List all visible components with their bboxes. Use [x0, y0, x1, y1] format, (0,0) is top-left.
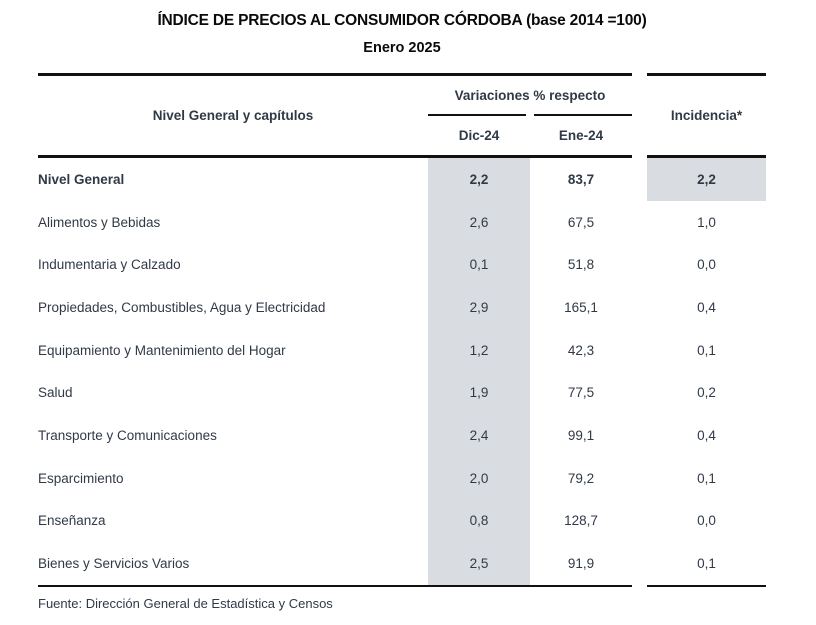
row-label: Propiedades, Combustibles, Agua y Electr…	[38, 299, 326, 315]
dic24-value: 2,6	[428, 200, 530, 244]
dic24-value: 2,0	[428, 456, 530, 500]
column-header-incidencia: Incidencia*	[647, 73, 766, 158]
variations-header-group: Variaciones % respecto Dic-24 Ene-24	[428, 76, 632, 155]
row-label: Nivel General	[38, 171, 125, 187]
dic24-value: 1,2	[428, 328, 530, 372]
table-row: Alimentos y Bebidas 2,6 67,5	[38, 200, 632, 244]
ene24-value: 51,8	[567, 257, 595, 273]
variations-group-label: Variaciones % respecto	[454, 87, 606, 103]
dic24-value: 0,8	[428, 499, 530, 543]
tables-area: Nivel General y capítulos Variaciones % …	[38, 73, 766, 587]
incidencia-value: 0,0	[697, 257, 716, 273]
table-gap	[632, 73, 647, 587]
subcolumn-rules	[428, 114, 632, 116]
row-label: Equipamiento y Mantenimiento del Hogar	[38, 342, 286, 358]
ene24-value: 91,9	[567, 556, 595, 572]
table-row: Enseñanza 0,8 128,7	[38, 499, 632, 543]
ipc-table-header: Nivel General y capítulos Variaciones % …	[38, 73, 632, 158]
incidencia-value: 0,4	[697, 299, 716, 315]
table-row: Nivel General 2,2 83,7	[38, 158, 632, 201]
table-row: Indumentaria y Calzado 0,1 51,8	[38, 243, 632, 287]
incidencia-value: 0,1	[697, 470, 716, 486]
incidencia-column: Incidencia* 2,2 1,0 0,0 0,4 0,1 0,2 0,4 …	[647, 73, 766, 587]
ene24-value: 83,7	[567, 171, 595, 187]
subcolumn-headers: Dic-24 Ene-24	[428, 116, 632, 155]
dic24-value: 2,9	[428, 286, 530, 329]
incidencia-body: 2,2 1,0 0,0 0,4 0,1 0,2 0,4 0,1 0,0 0,1	[647, 158, 766, 587]
table-row: Bienes y Servicios Varios 2,5 91,9	[38, 542, 632, 585]
row-label: Bienes y Servicios Varios	[38, 556, 190, 572]
incidencia-value: 1,0	[697, 214, 716, 230]
ene24-value: 128,7	[564, 513, 598, 529]
dic24-value: 2,5	[428, 542, 530, 585]
row-label: Alimentos y Bebidas	[38, 214, 161, 230]
ipc-table: Nivel General y capítulos Variaciones % …	[38, 73, 632, 587]
page-subtitle: Enero 2025	[363, 40, 441, 56]
dic24-value: 0,1	[428, 243, 530, 287]
ene24-value: 67,5	[567, 214, 595, 230]
incidencia-value: 0,4	[697, 427, 716, 443]
row-label: Indumentaria y Calzado	[38, 257, 181, 273]
incidencia-value: 0,1	[697, 342, 716, 358]
report-page: ÍNDICE DE PRECIOS AL CONSUMIDOR CÓRDOBA …	[38, 12, 766, 611]
ene24-value: 42,3	[567, 342, 595, 358]
ipc-table-body: Nivel General 2,2 83,7 Alimentos y Bebid…	[38, 158, 632, 587]
dic24-value: 2,2	[428, 158, 530, 201]
source-note: Fuente: Dirección General de Estadística…	[38, 595, 333, 611]
row-label: Enseñanza	[38, 513, 106, 529]
table-row: Propiedades, Combustibles, Agua y Electr…	[38, 286, 632, 329]
dic24-value: 1,9	[428, 371, 530, 415]
incidencia-value: 0,1	[697, 556, 716, 572]
dic24-value: 2,4	[428, 414, 530, 457]
row-label: Esparcimiento	[38, 470, 124, 486]
row-label: Salud	[38, 385, 73, 401]
table-row: Equipamiento y Mantenimiento del Hogar 1…	[38, 328, 632, 372]
ene24-value: 79,2	[567, 470, 595, 486]
column-header-dic24: Dic-24	[458, 128, 500, 143]
column-header-ene24: Ene-24	[558, 128, 604, 143]
ene24-value: 77,5	[567, 385, 595, 401]
row-label: Transporte y Comunicaciones	[38, 427, 217, 443]
table-row: Transporte y Comunicaciones 2,4 99,1	[38, 414, 632, 457]
incidencia-value: 2,2	[647, 158, 766, 201]
table-row: Esparcimiento 2,0 79,2	[38, 456, 632, 500]
ene24-value: 165,1	[564, 299, 598, 315]
page-title: ÍNDICE DE PRECIOS AL CONSUMIDOR CÓRDOBA …	[157, 12, 647, 29]
incidencia-value: 0,0	[697, 513, 716, 529]
row-header-label: Nivel General y capítulos	[152, 108, 314, 123]
incidencia-value: 0,2	[697, 385, 716, 401]
ene24-value: 99,1	[567, 427, 595, 443]
table-row: Salud 1,9 77,5	[38, 371, 632, 415]
